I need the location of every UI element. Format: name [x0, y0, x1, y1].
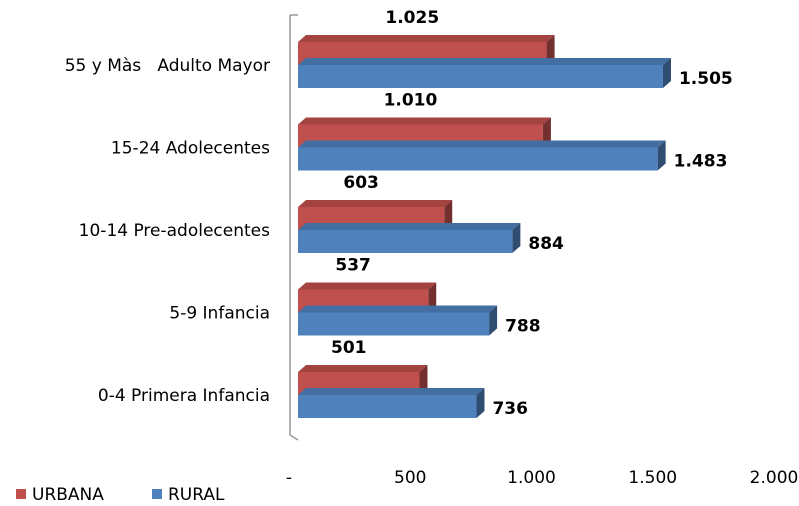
data-label: 1.010	[384, 91, 438, 111]
bar-top	[298, 140, 666, 148]
data-label: 1.025	[385, 8, 439, 28]
y-tick-label: 0-4 Primera Infancia	[98, 386, 270, 406]
data-label: 788	[505, 317, 540, 337]
bar-top	[298, 200, 453, 207]
data-label: 736	[492, 399, 527, 419]
bar-top	[298, 282, 437, 290]
bar-side	[512, 223, 521, 253]
bar-top	[298, 58, 671, 65]
bar	[298, 395, 477, 418]
bar-top	[298, 305, 498, 313]
y-tick-label: 15-24 Adolecentes	[111, 139, 270, 159]
bar-top	[298, 365, 428, 372]
data-label: 884	[528, 234, 564, 254]
bar-side	[428, 282, 437, 313]
legend-label: URBANA	[32, 485, 104, 505]
bar-side	[657, 140, 666, 171]
x-tick-label: 500	[394, 468, 426, 488]
x-tick-label: 1.000	[507, 468, 556, 488]
bar-side	[444, 200, 453, 230]
bar	[298, 147, 658, 171]
bar-top	[298, 117, 551, 125]
bar-side	[476, 388, 485, 418]
x-tick-label: 1.500	[628, 468, 677, 488]
bar-top	[298, 388, 485, 395]
bar-top	[298, 223, 521, 230]
x-tick-label: -	[286, 468, 292, 488]
y-tick-label: 5-9 Infancia	[169, 304, 270, 324]
bar-top	[298, 35, 555, 42]
bar-side	[419, 365, 428, 395]
data-label: 537	[335, 256, 371, 276]
y-tick-label: 55 y Màs Adulto Mayor	[65, 56, 270, 76]
data-label: 1.483	[674, 152, 728, 172]
y-tick-label: 10-14 Pre-adolecentes	[79, 221, 270, 241]
axis-wall	[289, 15, 299, 441]
legend-swatch	[152, 489, 162, 499]
legend-swatch	[16, 489, 26, 499]
bar-side	[542, 117, 551, 148]
bar	[298, 65, 663, 88]
bar	[298, 230, 513, 253]
bar-side	[489, 305, 498, 336]
bar-side	[546, 35, 555, 65]
bar	[298, 312, 490, 336]
x-tick-label: 2.000	[750, 468, 799, 488]
data-label: 1.505	[679, 69, 733, 89]
bar-side	[662, 58, 671, 88]
data-label: 603	[343, 173, 379, 193]
legend-label: RURAL	[168, 485, 225, 505]
data-label: 501	[331, 338, 367, 358]
